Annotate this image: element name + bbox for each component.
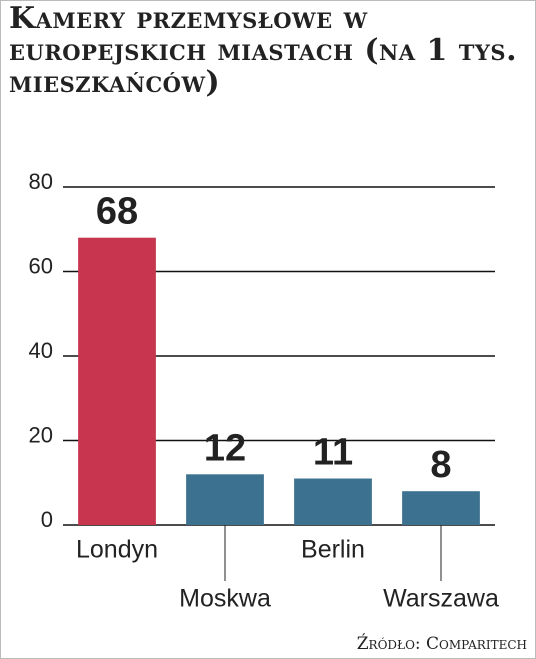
- bar: [294, 478, 372, 525]
- y-tick-label: 80: [29, 169, 53, 194]
- x-tick-label: Moskwa: [179, 585, 271, 613]
- x-tick-label: Berlin: [301, 536, 365, 564]
- chart-title: Kamery przemysłowe w europejskich miasta…: [9, 1, 518, 100]
- value-label: 8: [430, 444, 451, 486]
- x-tick-label: Londyn: [76, 536, 158, 564]
- value-label: 11: [313, 432, 353, 474]
- y-tick-label: 60: [29, 253, 53, 278]
- source: Źródło: Comparitech: [356, 634, 527, 654]
- y-tick-label: 40: [29, 338, 53, 363]
- bar: [186, 474, 264, 525]
- bar: [78, 237, 156, 525]
- y-tick-label: 20: [29, 422, 53, 447]
- value-label: 12: [204, 427, 246, 469]
- y-tick-label: 0: [41, 507, 53, 532]
- value-label: 68: [96, 191, 138, 233]
- x-tick-label: Warszawa: [383, 585, 499, 613]
- bar: [402, 491, 480, 525]
